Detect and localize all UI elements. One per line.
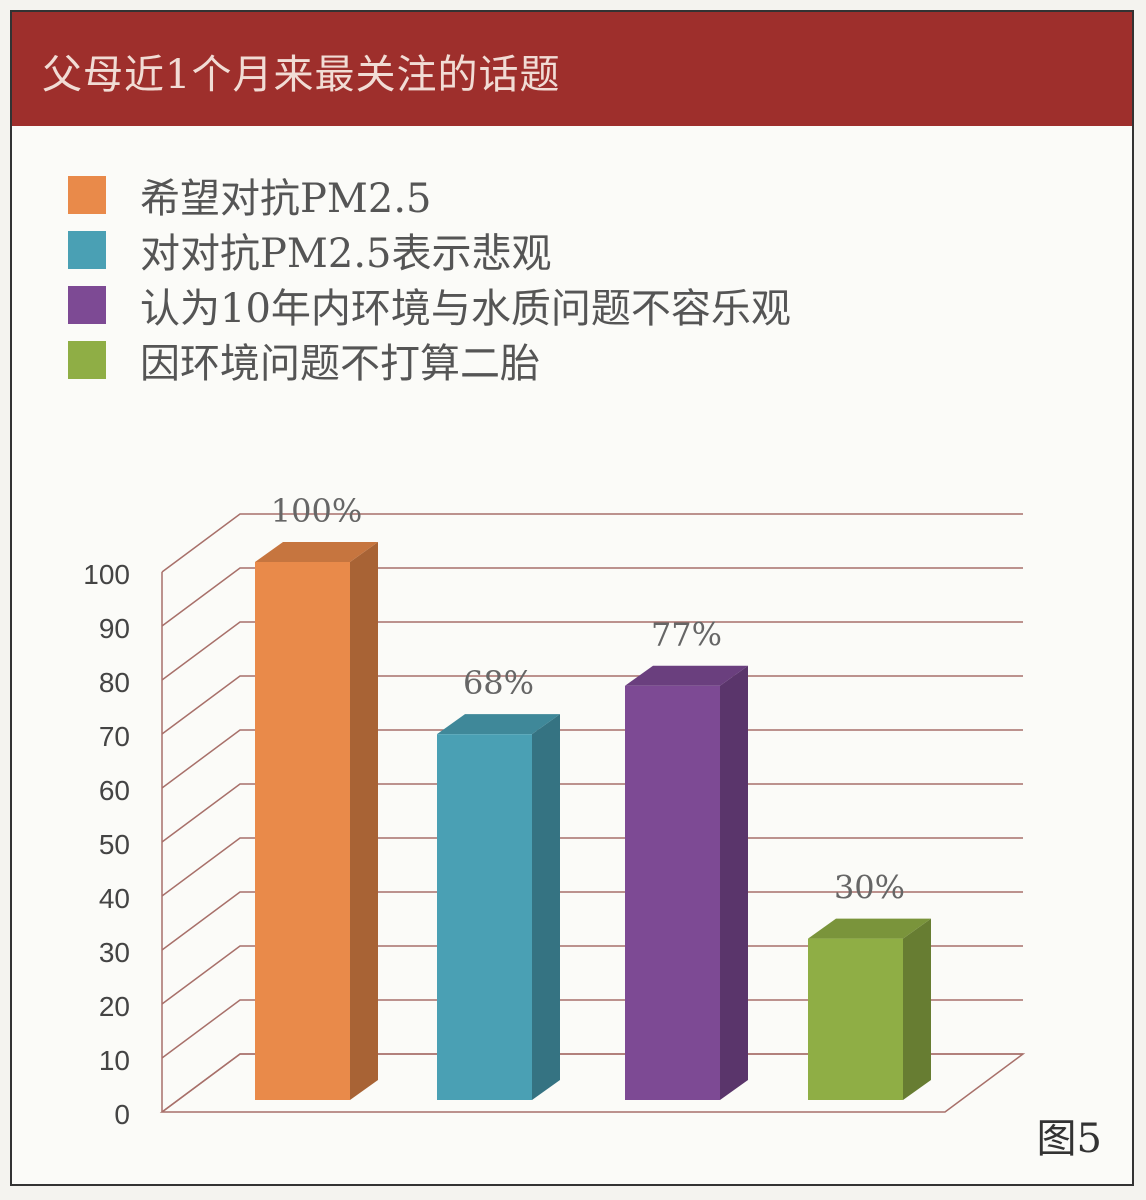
legend-label: 认为10年内环境与水质问题不容乐观 (140, 285, 791, 332)
bar-side (720, 665, 748, 1100)
bar (255, 562, 350, 1100)
data-label: 77% (651, 616, 722, 654)
data-label: 100% (271, 492, 362, 530)
gridline (161, 837, 1023, 897)
data-label: 68% (463, 664, 534, 702)
legend-swatch (68, 175, 106, 214)
gridline (161, 621, 1023, 681)
legend-label: 希望对抗PM2.5 (140, 175, 432, 222)
legend: 希望对抗PM2.5 对对抗PM2.5表示悲观 认为10年内环境与水质问题不容乐观… (68, 152, 791, 387)
y-tick-label: 0 (114, 1099, 130, 1130)
y-tick-label: 30 (99, 937, 130, 968)
y-tick-label: 20 (99, 991, 130, 1022)
chart-frame: 父母近1个月来最关注的话题 希望对抗PM2.5 对对抗PM2.5表示悲观 认为1… (10, 10, 1134, 1186)
legend-item: 希望对抗PM2.5 (68, 152, 791, 237)
gridline (161, 513, 1023, 573)
bar-side (350, 542, 378, 1100)
bar-top (808, 918, 931, 939)
bar (625, 685, 720, 1100)
legend-item: 认为10年内环境与水质问题不容乐观 (68, 262, 791, 347)
y-tick-label: 60 (99, 775, 130, 806)
y-tick-label: 90 (99, 613, 130, 644)
legend-swatch (68, 340, 106, 379)
legend-label: 对对抗PM2.5表示悲观 (140, 230, 552, 277)
bar-top (255, 542, 378, 562)
gridline (161, 567, 1023, 627)
legend-item: 因环境问题不打算二胎 (68, 317, 791, 402)
data-label: 30% (834, 869, 905, 907)
gridline (161, 783, 1023, 843)
gridline (161, 891, 1023, 951)
gridline (161, 999, 1023, 1059)
y-tick-label: 100 (83, 559, 130, 590)
bar-side (532, 714, 560, 1100)
figure-label: 图5 (1036, 1116, 1102, 1162)
y-tick-label: 80 (99, 667, 130, 698)
legend-swatch (68, 230, 106, 269)
bar (808, 938, 903, 1100)
y-tick-label: 50 (99, 829, 130, 860)
gridline (161, 1053, 1023, 1113)
chart-title: 父母近1个月来最关注的话题 (42, 52, 561, 98)
bar-side (903, 918, 931, 1100)
gridline (161, 945, 1023, 1005)
legend-label: 因环境问题不打算二胎 (140, 340, 540, 387)
legend-item: 对对抗PM2.5表示悲观 (68, 207, 791, 292)
bar (437, 734, 532, 1100)
bar-top (437, 714, 560, 735)
bar-top (625, 665, 748, 686)
legend-swatch (68, 285, 106, 324)
gridline (161, 675, 1023, 735)
y-tick-label: 70 (99, 721, 130, 752)
y-tick-label: 40 (99, 883, 130, 914)
y-tick-label: 10 (99, 1045, 130, 1076)
title-bar: 父母近1个月来最关注的话题 (12, 12, 1132, 126)
gridline (161, 729, 1023, 789)
